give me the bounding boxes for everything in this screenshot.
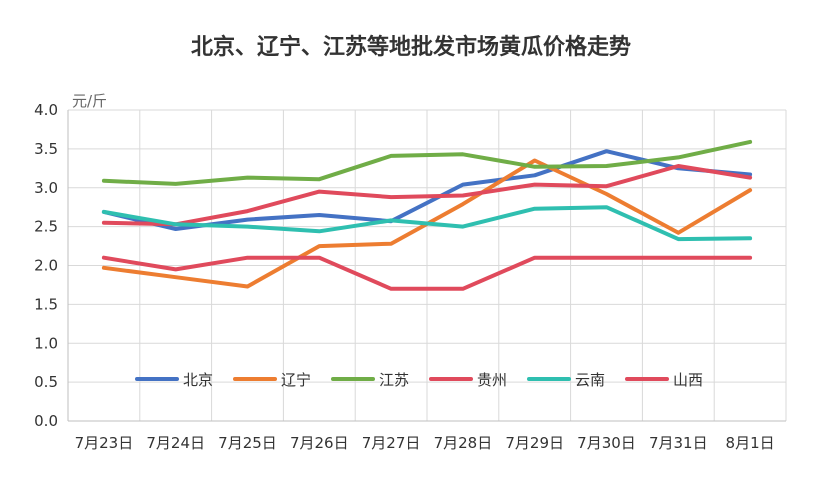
x-tick-label: 7月23日 — [75, 434, 134, 452]
legend-label: 辽宁 — [281, 371, 311, 389]
y-tick-label: 1.5 — [34, 295, 58, 313]
legend-label: 山西 — [673, 371, 703, 389]
chart-title: 北京、辽宁、江苏等地批发市场黄瓜价格走势 — [191, 34, 631, 60]
y-tick-label: 3.5 — [34, 140, 58, 158]
y-axis-unit-label: 元/斤 — [72, 92, 107, 110]
y-tick-label: 2.5 — [34, 218, 58, 236]
x-tick-label: 7月31日 — [649, 434, 708, 452]
x-tick-label: 7月25日 — [218, 434, 277, 452]
x-tick-label: 7月29日 — [505, 434, 564, 452]
y-tick-label: 0.0 — [34, 412, 58, 430]
x-tick-label: 7月30日 — [577, 434, 636, 452]
series-line-3 — [101, 139, 753, 186]
x-tick-label: 7月28日 — [434, 434, 493, 452]
series-lines — [101, 139, 753, 291]
y-tick-label: 3.0 — [34, 179, 58, 197]
series-line-4 — [101, 164, 753, 227]
legend-label: 云南 — [575, 371, 605, 389]
series-line-6 — [101, 255, 753, 291]
x-tick-label: 7月24日 — [146, 434, 205, 452]
legend-label: 贵州 — [477, 371, 507, 389]
y-tick-label: 4.0 — [34, 101, 58, 119]
x-tick-label: 7月27日 — [362, 434, 421, 452]
y-tick-label: 0.5 — [34, 373, 58, 391]
y-tick-label: 1.0 — [34, 334, 58, 352]
legend-label: 北京 — [183, 371, 213, 389]
axes: 0.0 0.5 1.0 1.5 2.0 2.5 3.0 3.5 4.0 7月23日 7月24日 7月2… — [34, 101, 786, 452]
y-tick-label: 2.0 — [34, 257, 58, 275]
legend: 北京 辽宁 江苏 贵州 云南 山西 — [135, 371, 703, 389]
x-tick-label: 7月26日 — [290, 434, 349, 452]
x-tick-label: 8月1日 — [726, 434, 775, 452]
series-line-5 — [101, 205, 753, 242]
legend-label: 江苏 — [379, 371, 409, 389]
